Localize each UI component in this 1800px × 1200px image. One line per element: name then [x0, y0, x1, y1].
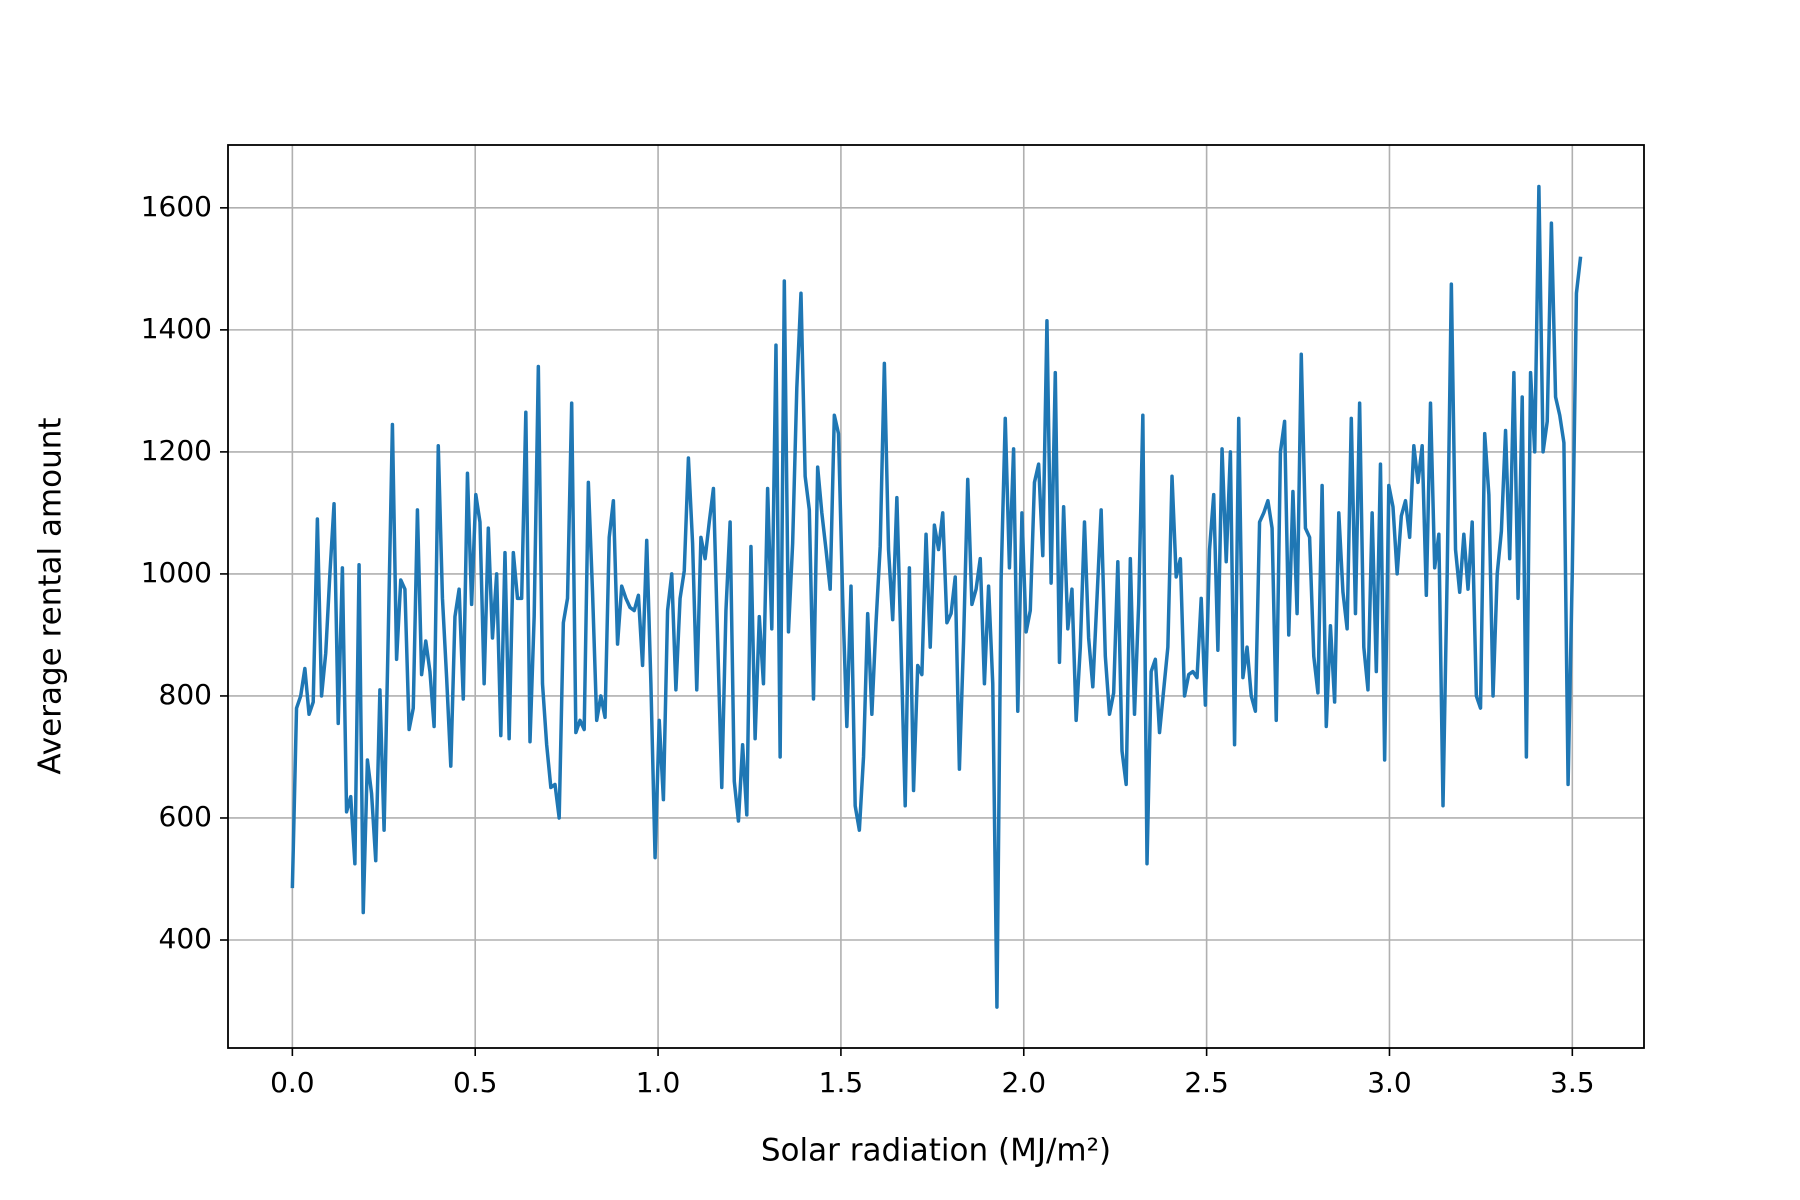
y-tick-label: 400	[159, 922, 212, 955]
y-axis-label: Average rental amount	[33, 417, 69, 774]
plot-frame	[227, 144, 1645, 1049]
y-tick-label: 600	[159, 800, 212, 833]
x-tick-label: 0.5	[453, 1066, 498, 1099]
y-tick-label: 1000	[141, 556, 212, 589]
x-tick-label: 3.5	[1550, 1066, 1595, 1099]
y-tick-label: 800	[159, 678, 212, 711]
x-tick-label: 3.0	[1367, 1066, 1412, 1099]
x-tick-label: 1.5	[819, 1066, 864, 1099]
data-line	[290, 184, 1583, 1009]
x-tick-label: 2.5	[1184, 1066, 1229, 1099]
x-tick-label: 2.0	[1002, 1066, 1047, 1099]
x-axis-label: Solar radiation (MJ/m²)	[761, 1133, 1111, 1169]
x-tick-label: 0.0	[270, 1066, 315, 1099]
x-tick-label: 1.0	[636, 1066, 681, 1099]
y-tick-label: 1200	[141, 434, 212, 467]
y-tick-label: 1600	[141, 190, 212, 223]
y-tick-label: 1400	[141, 312, 212, 345]
